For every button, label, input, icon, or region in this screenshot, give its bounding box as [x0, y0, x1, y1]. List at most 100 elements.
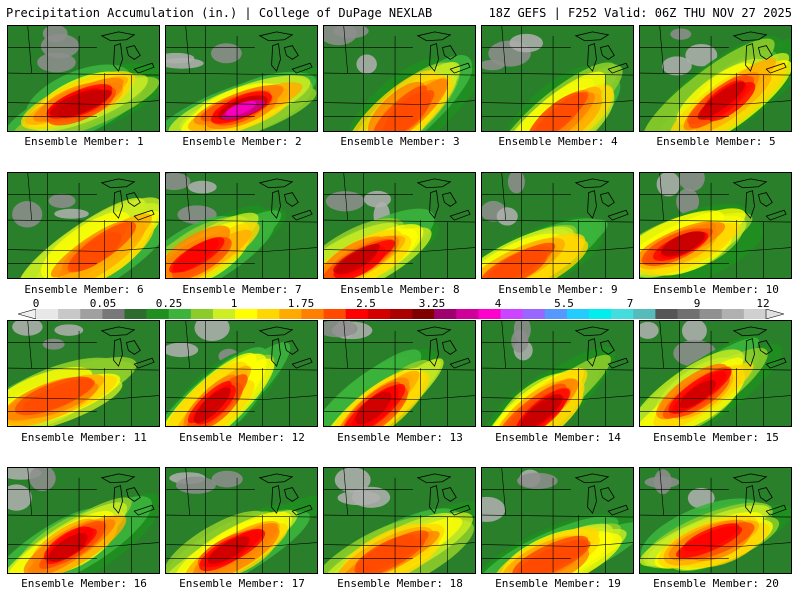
legend-swatch	[389, 309, 413, 319]
legend-swatch	[257, 309, 280, 319]
page-title: Precipitation Accumulation (in.) | Colle…	[6, 6, 433, 20]
precip-field	[8, 468, 159, 573]
ensemble-map-12	[165, 320, 318, 427]
ensemble-map-15	[639, 320, 792, 427]
precip-field	[640, 26, 791, 131]
legend-swatch	[80, 309, 103, 319]
ensemble-map-13	[323, 320, 476, 427]
precip-field	[8, 173, 159, 278]
ensemble-map-5	[639, 25, 792, 132]
precip-field	[640, 173, 791, 278]
precip-field	[482, 321, 633, 426]
color-legend-bar	[18, 309, 784, 319]
legend-swatch	[412, 309, 435, 319]
run-info: 18Z GEFS | F252 Valid: 06Z THU NOV 27 20…	[488, 6, 792, 20]
precip-field	[166, 321, 317, 426]
precip-field	[8, 26, 159, 131]
member-caption: Ensemble Member: 15	[653, 431, 779, 444]
ensemble-map-17	[165, 467, 318, 574]
member-caption: Ensemble Member: 18	[337, 577, 463, 590]
member-caption: Ensemble Member: 13	[337, 431, 463, 444]
legend-swatch	[235, 309, 258, 319]
legend-label: 4	[494, 297, 502, 310]
ensemble-map-3	[323, 25, 476, 132]
ensemble-map-14	[481, 320, 634, 427]
legend-swatch	[677, 309, 700, 319]
ensemble-map-2	[165, 25, 318, 132]
legend-label: 1.75	[287, 297, 315, 310]
legend-label: 9	[693, 297, 701, 310]
legend-swatch	[500, 309, 523, 319]
legend-swatch	[743, 309, 767, 319]
legend-arrow-high	[765, 309, 784, 319]
precip-field	[324, 468, 475, 573]
legend-swatch	[655, 309, 678, 319]
ensemble-map-8	[323, 172, 476, 279]
legend-label: 12	[756, 297, 770, 310]
member-caption: Ensemble Member: 4	[498, 135, 618, 148]
precip-field	[482, 26, 633, 131]
legend-swatch	[345, 309, 369, 319]
member-caption: Ensemble Member: 3	[340, 135, 460, 148]
legend-swatch	[367, 309, 391, 319]
precip-field	[640, 468, 791, 573]
ensemble-map-10	[639, 172, 792, 279]
legend-swatch	[544, 309, 568, 319]
precip-field	[8, 321, 159, 426]
member-caption: Ensemble Member: 1	[24, 135, 144, 148]
precip-field	[166, 26, 317, 131]
precip-field	[324, 173, 475, 278]
member-caption: Ensemble Member: 11	[21, 431, 147, 444]
legend-swatch	[522, 309, 546, 319]
legend-swatch	[190, 309, 214, 319]
ensemble-map-16	[7, 467, 160, 574]
legend-label: 1	[230, 297, 238, 310]
legend-swatch	[102, 309, 125, 319]
legend-swatch	[301, 309, 324, 319]
member-caption: Ensemble Member: 6	[24, 283, 144, 296]
legend-swatch	[456, 309, 479, 319]
legend-labels: 0 0.05 0.25 1 1.75 2.5 3.25 4 5.5 7 9 12	[0, 297, 800, 310]
legend-label: 3.25	[418, 297, 446, 310]
legend-swatch	[279, 309, 302, 319]
precip-field	[324, 26, 475, 131]
member-caption: Ensemble Member: 14	[495, 431, 621, 444]
legend-swatch	[146, 309, 170, 319]
member-caption: Ensemble Member: 10	[653, 283, 779, 296]
legend-swatch	[478, 309, 501, 319]
legend-label: 2.5	[356, 297, 376, 310]
legend-swatch	[434, 309, 457, 319]
member-caption: Ensemble Member: 19	[495, 577, 621, 590]
legend-arrow-low	[18, 309, 37, 319]
ensemble-map-7	[165, 172, 318, 279]
legend-label: 5.5	[554, 297, 574, 310]
member-caption: Ensemble Member: 5	[656, 135, 776, 148]
legend-swatch	[566, 309, 590, 319]
ensemble-map-11	[7, 320, 160, 427]
ensemble-map-9	[481, 172, 634, 279]
legend-label: 0.05	[89, 297, 117, 310]
ensemble-map-18	[323, 467, 476, 574]
member-caption: Ensemble Member: 12	[179, 431, 305, 444]
precip-field	[324, 321, 475, 426]
legend-swatch	[36, 309, 59, 319]
legend-swatch	[721, 309, 745, 319]
ensemble-map-19	[481, 467, 634, 574]
legend-swatch	[168, 309, 192, 319]
legend-label: 0	[32, 297, 40, 310]
precip-field	[482, 173, 633, 278]
legend-swatch	[323, 309, 346, 319]
ensemble-map-20	[639, 467, 792, 574]
member-caption: Ensemble Member: 16	[21, 577, 147, 590]
legend-label: 7	[626, 297, 634, 310]
legend-swatch	[124, 309, 147, 319]
precip-field	[166, 468, 317, 573]
precip-field	[640, 321, 791, 426]
legend-swatch	[589, 309, 612, 319]
legend-swatch	[699, 309, 723, 319]
legend-swatch	[633, 309, 656, 319]
member-caption: Ensemble Member: 20	[653, 577, 779, 590]
member-caption: Ensemble Member: 2	[182, 135, 302, 148]
legend-swatch	[611, 309, 634, 319]
legend-label: 0.25	[155, 297, 183, 310]
